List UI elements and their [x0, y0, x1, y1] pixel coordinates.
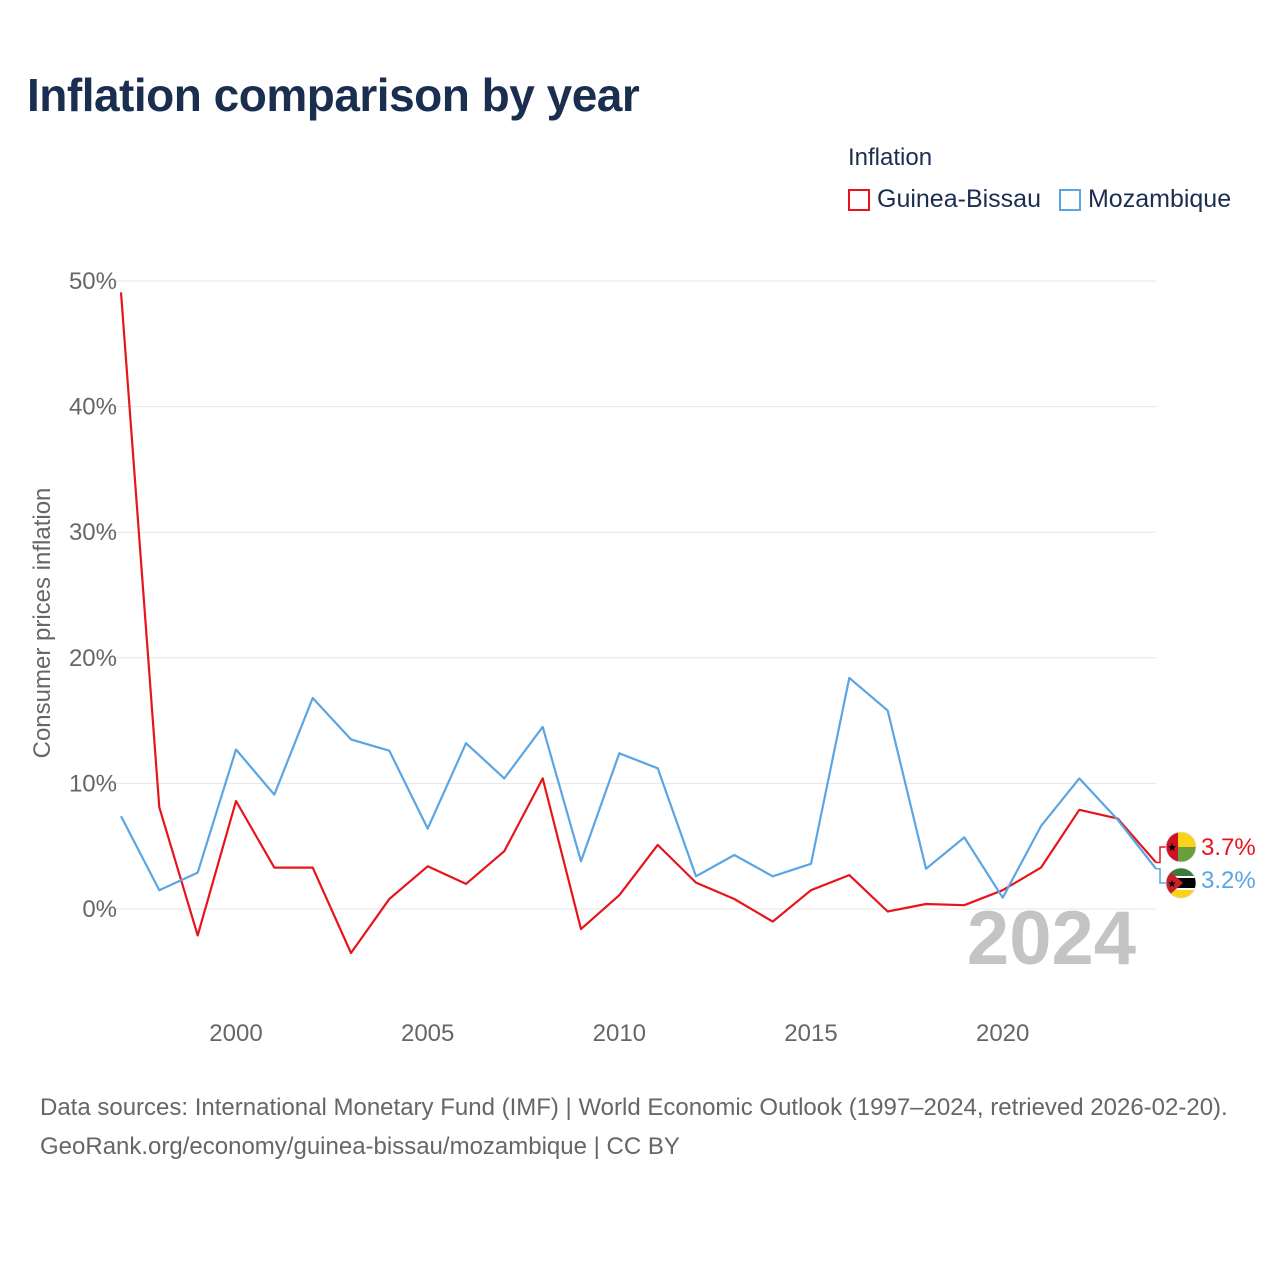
year-watermark: 2024 [967, 896, 1136, 981]
grid-lines [115, 280, 1156, 910]
x-tick-label-2020: 2020 [976, 1020, 1029, 1047]
y-tick-label-20: 20% [69, 645, 117, 672]
x-axis-tick-labels: 2000 2005 2010 2015 2020 [209, 1020, 1029, 1047]
y-tick-label-0: 0% [82, 896, 117, 923]
legend-item-guinea-bissau[interactable]: Guinea-Bissau [848, 185, 1041, 214]
end-label-mozambique: 3.2% [1201, 867, 1256, 894]
legend: Guinea-Bissau Mozambique [848, 185, 1249, 214]
x-tick-label-2000: 2000 [209, 1020, 262, 1047]
legend-swatch-guinea-bissau [848, 188, 870, 211]
x-tick-label-2015: 2015 [784, 1020, 837, 1047]
data-source-text: Data sources: International Monetary Fun… [40, 1094, 1228, 1121]
y-tick-label-10: 10% [69, 770, 117, 797]
x-tick-label-2005: 2005 [401, 1020, 454, 1047]
legend-item-mozambique[interactable]: Mozambique [1058, 185, 1232, 214]
source-url-text: GeoRank.org/economy/guinea-bissau/mozamb… [40, 1133, 680, 1160]
svg-text:★: ★ [1167, 842, 1177, 854]
y-axis-label: Consumer prices inflation [29, 488, 56, 759]
chart-title: Inflation comparison by year [27, 69, 640, 121]
legend-label-mozambique: Mozambique [1087, 185, 1232, 213]
y-axis-tick-labels: 0% 10% 20% 30% 40% 50% [69, 268, 117, 923]
svg-text:★: ★ [1168, 879, 1177, 890]
series-line-mozambique [120, 676, 1157, 899]
mozambique-flag-icon: ★ [1166, 868, 1196, 898]
series-line-guinea-bissau [119, 292, 1157, 955]
legend-label-guinea-bissau: Guinea-Bissau [877, 185, 1041, 213]
y-tick-label-40: 40% [69, 394, 117, 421]
legend-swatch-mozambique [1058, 188, 1081, 211]
x-tick-label-2010: 2010 [593, 1020, 646, 1047]
guinea-bissau-flag-icon: ★ [1166, 832, 1196, 862]
y-tick-label-30: 30% [69, 519, 117, 546]
series-lines [119, 292, 1157, 955]
connector-mozambique [1156, 868, 1168, 884]
legend-title: Inflation [848, 144, 933, 171]
y-tick-label-50: 50% [69, 268, 117, 295]
end-label-guinea-bissau: 3.7% [1201, 834, 1256, 861]
connector-guinea-bissau [1156, 846, 1168, 864]
end-markers: ★ 3.7% ★ 3.2% [1156, 831, 1256, 899]
footer: Data sources: International Monetary Fun… [40, 1088, 1250, 1166]
